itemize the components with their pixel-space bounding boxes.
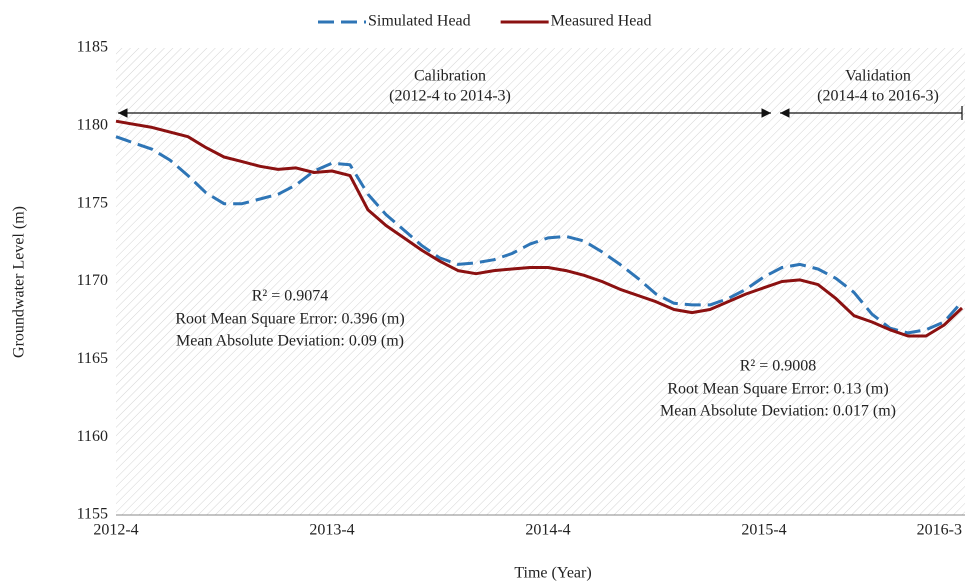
x-tick-label: 2015-4 (741, 522, 786, 539)
y-tick-label: 1175 (77, 194, 108, 211)
annotation: Root Mean Square Error: 0.13 (m) (667, 381, 888, 398)
annotation: Validation (845, 68, 911, 85)
annotation: Mean Absolute Deviation: 0.09 (m) (176, 333, 404, 350)
y-tick-label: 1170 (77, 272, 108, 289)
y-tick-label: 1180 (77, 117, 108, 134)
annotation: (2012-4 to 2014-3) (389, 88, 511, 105)
y-tick-label: 1185 (77, 39, 108, 56)
annotation: Mean Absolute Deviation: 0.017 (m) (660, 403, 896, 420)
series-line (115, 135, 964, 335)
y-axis-title: Groundwater Level (m) (11, 206, 28, 358)
y-tick-label: 1160 (77, 428, 108, 445)
y-tick-label: 1155 (77, 506, 108, 523)
annotation: R² = 0.9074 (252, 288, 329, 305)
series-line (115, 119, 964, 338)
y-tick-label: 1165 (77, 350, 108, 367)
x-tick-label: 2013-4 (309, 522, 354, 539)
plot-area (116, 48, 965, 515)
legend-label: Measured Head (551, 13, 652, 30)
x-tick-label: 2012-4 (93, 522, 138, 539)
x-tick-label: 2016-3 (917, 522, 962, 539)
x-axis-title: Time (Year) (514, 565, 591, 582)
annotation: R² = 0.9008 (740, 358, 817, 375)
legend-label: Simulated Head (368, 13, 471, 30)
annotation: Root Mean Square Error: 0.396 (m) (175, 311, 404, 328)
x-tick-label: 2014-4 (525, 522, 570, 539)
annotation: Calibration (414, 68, 486, 85)
annotation: (2014-4 to 2016-3) (817, 88, 939, 105)
